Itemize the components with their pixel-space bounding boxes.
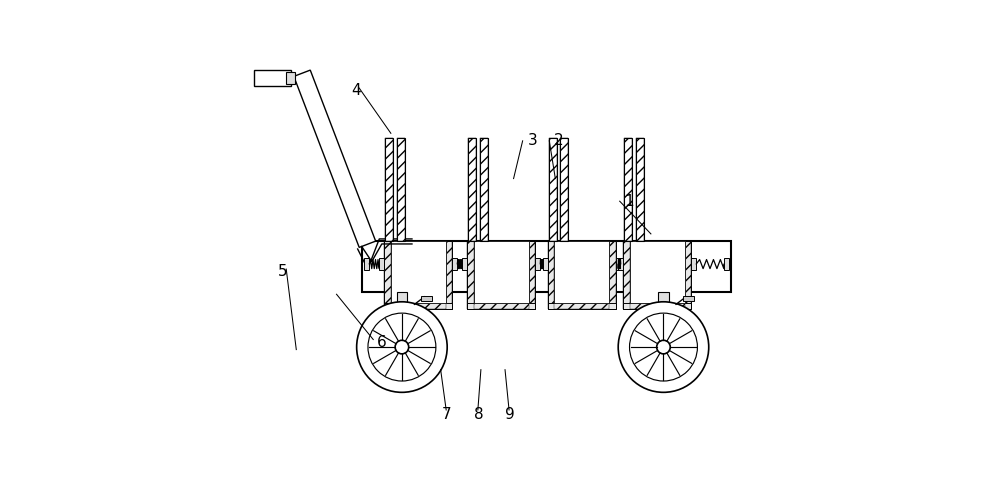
Bar [467, 303, 535, 309]
Bar [385, 138, 393, 241]
Bar [548, 303, 616, 309]
Bar [397, 292, 407, 308]
Text: 6: 6 [377, 334, 387, 350]
Text: 8: 8 [474, 407, 483, 423]
Bar [397, 138, 405, 241]
Bar [535, 258, 540, 270]
Text: 2: 2 [554, 133, 564, 148]
Bar [529, 241, 535, 309]
Bar [446, 241, 452, 309]
Circle shape [395, 341, 409, 354]
Bar [685, 241, 691, 309]
Bar [609, 241, 616, 309]
Bar [379, 258, 384, 270]
Bar [683, 296, 694, 301]
Bar [467, 241, 474, 309]
Bar [480, 138, 488, 241]
Bar [474, 241, 529, 303]
Bar [549, 138, 557, 241]
Bar [630, 303, 685, 309]
Bar [474, 303, 529, 309]
Bar [685, 241, 691, 309]
Bar [529, 241, 535, 309]
Bar [618, 258, 623, 270]
Bar [724, 258, 729, 270]
Bar [624, 138, 632, 241]
Text: 1: 1 [625, 194, 634, 209]
Bar [385, 138, 393, 241]
FancyBboxPatch shape [254, 70, 291, 86]
Circle shape [630, 313, 697, 381]
Bar [560, 138, 568, 241]
Bar [616, 258, 621, 270]
Text: 4: 4 [352, 83, 361, 98]
Bar [452, 258, 457, 270]
Bar [468, 138, 476, 241]
Bar [623, 303, 691, 309]
Circle shape [368, 313, 436, 381]
Bar [467, 241, 474, 309]
Bar [397, 138, 405, 241]
Bar [554, 241, 609, 303]
Bar [623, 241, 630, 309]
Bar [624, 138, 632, 241]
Bar [384, 241, 391, 309]
Text: 3: 3 [528, 133, 537, 148]
Bar [364, 258, 369, 270]
Text: 5: 5 [278, 264, 287, 279]
Bar [636, 138, 644, 241]
Bar [636, 138, 644, 241]
Bar [286, 71, 295, 85]
Bar [468, 138, 476, 241]
Polygon shape [294, 70, 376, 247]
Bar [362, 241, 731, 292]
Text: 7: 7 [442, 407, 452, 423]
Bar [480, 138, 488, 241]
Bar [548, 241, 554, 309]
Bar [548, 241, 554, 309]
Bar [691, 258, 696, 270]
Bar [446, 241, 452, 309]
Text: 9: 9 [505, 407, 515, 423]
Bar [609, 241, 616, 309]
Circle shape [357, 302, 447, 392]
Circle shape [618, 302, 709, 392]
Circle shape [657, 341, 670, 354]
Bar [384, 303, 452, 309]
Bar [462, 258, 467, 270]
Bar [623, 241, 630, 309]
Bar [630, 241, 685, 303]
Bar [554, 303, 609, 309]
Bar [391, 241, 446, 303]
Bar [384, 241, 391, 309]
Bar [391, 303, 446, 309]
Bar [421, 296, 432, 301]
Bar [549, 138, 557, 241]
Bar [543, 258, 548, 270]
Bar [560, 138, 568, 241]
Bar [658, 292, 669, 308]
